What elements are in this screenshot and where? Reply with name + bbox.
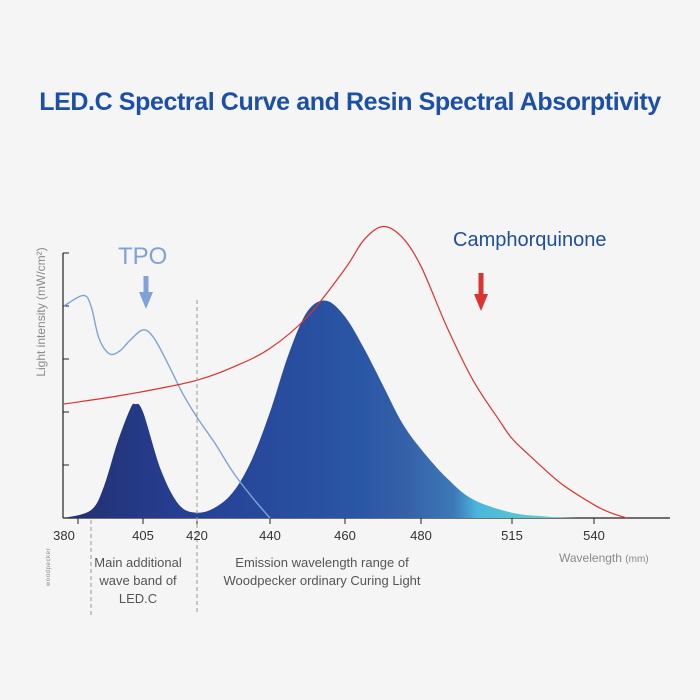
camphorquinone-curve: [63, 225, 627, 519]
x-tick-label: 380: [53, 528, 75, 543]
annotation-main-band: Main additional wave band of LED.C: [94, 555, 182, 606]
tpo-label: TPO: [118, 243, 168, 270]
y-axis-label: Light intensity (mW/cm²): [34, 247, 48, 377]
x-tick-label: 460: [334, 528, 356, 543]
x-tick-label: 420: [186, 528, 208, 543]
x-axis-label-text: Wavelength: [559, 551, 622, 565]
tpo-arrow-icon: [139, 276, 153, 309]
x-tick-label: 480: [410, 528, 432, 543]
x-tick-marks: [77, 518, 595, 524]
woodpecker-logo: woodpecker: [46, 547, 52, 587]
x-tick-label: 515: [501, 528, 523, 543]
x-tick-label: 405: [132, 528, 154, 543]
x-tick-label: 440: [259, 528, 281, 543]
x-axis-label: Wavelength (mm): [559, 551, 649, 565]
annotation-emission-range: Emission wavelength range of Woodpecker …: [223, 555, 421, 588]
led-c-area: [64, 300, 578, 518]
x-axis-unit: (mm): [625, 554, 649, 565]
x-tick-label: 540: [583, 528, 605, 543]
y-ticks: [63, 252, 69, 466]
camphorquinone-arrow-icon: [474, 273, 488, 311]
camphorquinone-label: Camphorquinone: [453, 229, 607, 251]
chart-title: LED.C Spectral Curve and Resin Spectral …: [39, 88, 661, 116]
tpo-curve: [63, 294, 271, 519]
